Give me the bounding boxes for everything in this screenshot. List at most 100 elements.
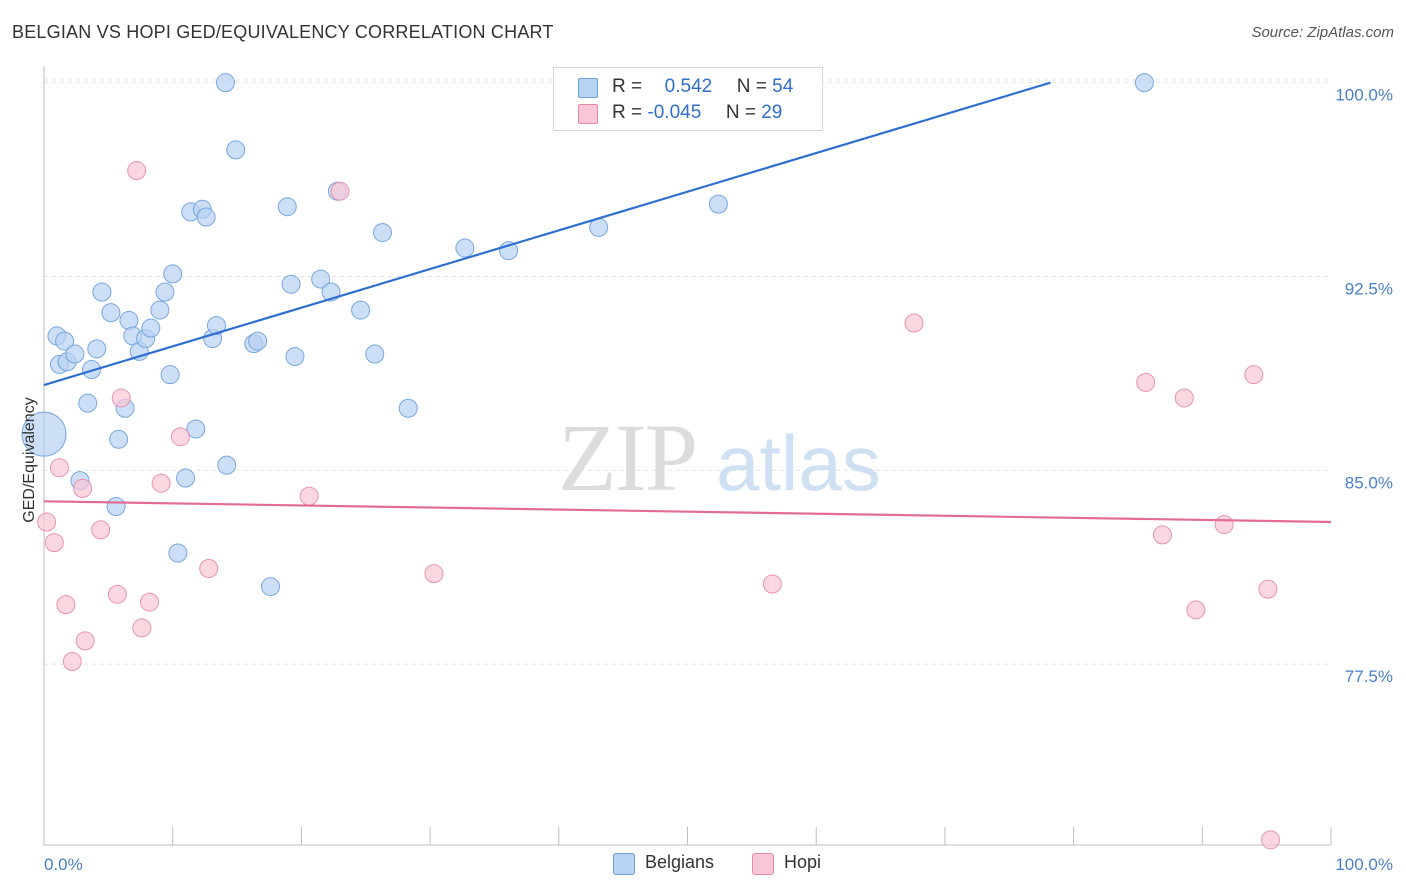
y-tick-label: 92.5% xyxy=(1345,279,1393,298)
correlation-legend: R = 0.542 N = 54 R = -0.045 N = 29 xyxy=(553,67,823,131)
y-tick-label: 77.5% xyxy=(1345,667,1393,686)
hopi-point xyxy=(424,564,444,584)
belgians-point xyxy=(1134,73,1154,93)
hopi-point xyxy=(330,181,350,201)
hopi-point xyxy=(1186,600,1206,620)
hopi-point xyxy=(44,533,64,553)
belgians-point xyxy=(106,496,126,516)
legend-text-hopi: R = -0.045 N = 29 xyxy=(612,102,782,124)
hopi-point xyxy=(140,592,160,612)
belgians-point xyxy=(155,282,175,302)
n-label: N = xyxy=(736,76,767,97)
x-tick-label: 100.0% xyxy=(1335,855,1393,874)
belgians-point xyxy=(87,339,107,359)
hopi-point xyxy=(37,512,57,532)
hopi-point xyxy=(132,618,152,638)
hopi-point xyxy=(1244,365,1264,385)
belgians-point xyxy=(281,274,301,294)
r-label: R = xyxy=(612,76,643,97)
belgians-point xyxy=(215,73,235,93)
source-credit: Source: ZipAtlas.com xyxy=(1251,24,1394,41)
hopi-trend-line xyxy=(43,500,1332,524)
hopi-legend-label: Hopi xyxy=(784,852,822,872)
belgians-point xyxy=(708,194,728,214)
hopi-point xyxy=(91,520,111,540)
r-value: 0.542 xyxy=(664,76,713,97)
hopi-point xyxy=(49,458,69,478)
r-value: -0.045 xyxy=(647,102,702,123)
belgians-point xyxy=(21,411,67,457)
n-label: N = xyxy=(725,102,756,123)
belgians-point xyxy=(109,429,129,449)
belgians-point xyxy=(277,197,297,217)
belgians-legend-label: Belgians xyxy=(645,852,715,872)
hopi-point xyxy=(904,313,924,333)
hopi-legend-swatch xyxy=(752,853,774,875)
belgians-point xyxy=(163,264,183,284)
watermark-zip: ZIP xyxy=(558,404,696,511)
hopi-point xyxy=(111,388,131,408)
hopi-point xyxy=(1261,830,1281,850)
belgians-point xyxy=(206,316,226,336)
belgians-legend-swatch xyxy=(613,853,635,875)
r-label: R = xyxy=(612,102,643,123)
belgians-point xyxy=(248,331,268,351)
hopi-point xyxy=(127,161,147,181)
belgians-point xyxy=(365,344,385,364)
hopi-point xyxy=(75,631,95,651)
legend-text-belgians: R = 0.542 N = 54 xyxy=(612,76,793,98)
hopi-point xyxy=(1152,525,1172,545)
hopi-point xyxy=(73,478,93,498)
belgians-point xyxy=(119,310,139,330)
hopi-point xyxy=(151,473,171,493)
belgians-point xyxy=(160,365,180,385)
belgians-point xyxy=(55,331,75,351)
belgians-point xyxy=(351,300,371,320)
hopi-point xyxy=(299,486,319,506)
belgians-point xyxy=(226,140,246,160)
y-tick-label: 85.0% xyxy=(1345,473,1393,492)
x-tick-label: 0.0% xyxy=(44,855,83,874)
points-layer xyxy=(21,73,1281,850)
hopi-point xyxy=(62,652,82,672)
n-value: 54 xyxy=(772,76,794,97)
belgians-point xyxy=(455,238,475,258)
belgians-point xyxy=(65,344,85,364)
hopi-point xyxy=(56,595,76,615)
y-tick-label: 100.0% xyxy=(1335,86,1393,105)
belgians-point xyxy=(101,303,121,323)
watermark-atlas: atlas xyxy=(716,419,881,507)
hopi-point xyxy=(1214,515,1234,535)
belgians-point xyxy=(176,468,196,488)
belgians-point xyxy=(261,577,281,597)
belgians-swatch xyxy=(578,78,598,98)
n-value: 29 xyxy=(761,102,783,123)
trend-layer xyxy=(43,81,1332,524)
belgians-point xyxy=(285,347,305,367)
belgians-point xyxy=(186,419,206,439)
hopi-point xyxy=(199,558,219,578)
zipatlas-watermark: ZIP atlas xyxy=(558,404,881,511)
belgians-point xyxy=(92,282,112,302)
hopi-point xyxy=(762,574,782,594)
grid-layer xyxy=(44,79,1331,665)
belgians-point xyxy=(168,543,188,563)
belgians-point xyxy=(141,318,161,338)
belgians-point xyxy=(398,398,418,418)
belgians-point xyxy=(150,300,170,320)
belgians-point xyxy=(196,207,216,227)
belgians-point xyxy=(78,393,98,413)
hopi-point xyxy=(1258,579,1278,599)
hopi-point xyxy=(107,584,127,604)
belgians-trend-line xyxy=(43,81,1051,387)
belgians-point xyxy=(311,269,331,289)
hopi-swatch xyxy=(578,104,598,124)
hopi-point xyxy=(1136,372,1156,392)
belgians-point xyxy=(217,455,237,475)
y-axis-label: GED/Equivalency xyxy=(21,397,38,522)
hopi-point xyxy=(1174,388,1194,408)
belgians-point xyxy=(82,360,102,380)
chart-title: BELGIAN VS HOPI GED/EQUIVALENCY CORRELAT… xyxy=(12,22,554,42)
hopi-point xyxy=(170,427,190,447)
